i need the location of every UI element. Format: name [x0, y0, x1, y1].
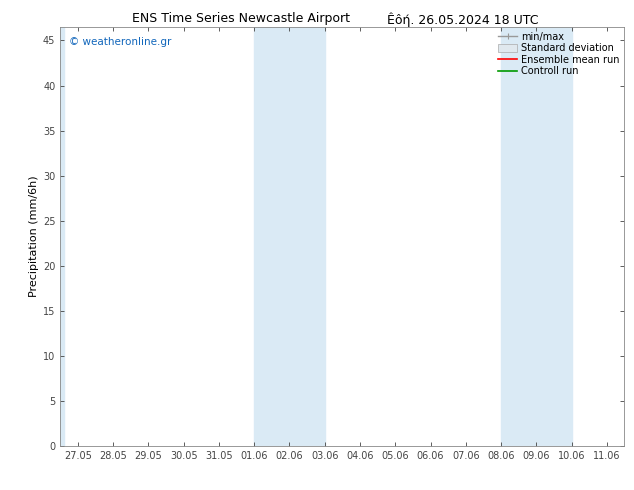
Text: Êôή. 26.05.2024 18 UTC: Êôή. 26.05.2024 18 UTC	[387, 12, 538, 27]
Bar	[60, 27, 64, 446]
Legend: min/max, Standard deviation, Ensemble mean run, Controll run: min/max, Standard deviation, Ensemble me…	[496, 30, 621, 78]
Text: © weatheronline.gr: © weatheronline.gr	[68, 37, 171, 48]
Bar	[254, 27, 325, 446]
Text: ENS Time Series Newcastle Airport: ENS Time Series Newcastle Airport	[132, 12, 350, 25]
Y-axis label: Precipitation (mm/6h): Precipitation (mm/6h)	[29, 175, 39, 297]
Bar	[501, 27, 572, 446]
